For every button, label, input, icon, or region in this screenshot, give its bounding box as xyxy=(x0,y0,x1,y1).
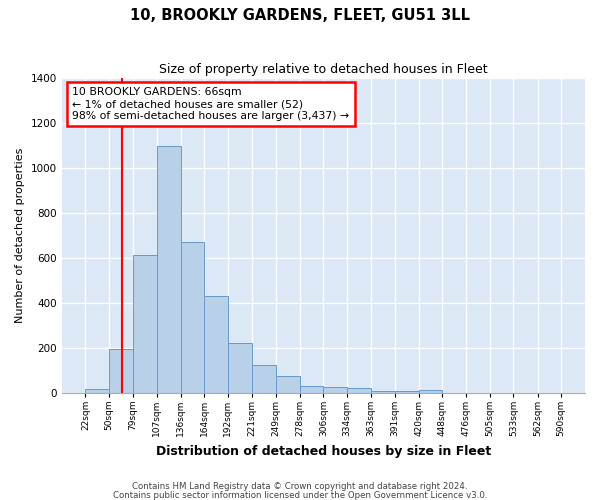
Bar xyxy=(275,376,300,393)
Bar xyxy=(371,390,395,393)
X-axis label: Distribution of detached houses by size in Fleet: Distribution of detached houses by size … xyxy=(156,444,491,458)
Text: Contains public sector information licensed under the Open Government Licence v3: Contains public sector information licen… xyxy=(113,490,487,500)
Bar xyxy=(395,391,419,393)
Bar xyxy=(109,349,133,393)
Bar xyxy=(252,364,275,393)
Text: 10 BROOKLY GARDENS: 66sqm
← 1% of detached houses are smaller (52)
98% of semi-d: 10 BROOKLY GARDENS: 66sqm ← 1% of detach… xyxy=(72,88,349,120)
Bar xyxy=(323,387,347,393)
Bar xyxy=(181,242,205,393)
Bar xyxy=(85,390,109,393)
Bar xyxy=(419,390,442,393)
Bar xyxy=(205,296,228,393)
Text: Contains HM Land Registry data © Crown copyright and database right 2024.: Contains HM Land Registry data © Crown c… xyxy=(132,482,468,491)
Bar xyxy=(300,386,323,393)
Bar xyxy=(228,344,252,393)
Title: Size of property relative to detached houses in Fleet: Size of property relative to detached ho… xyxy=(159,62,488,76)
Bar xyxy=(133,254,157,393)
Bar xyxy=(347,388,371,393)
Text: 10, BROOKLY GARDENS, FLEET, GU51 3LL: 10, BROOKLY GARDENS, FLEET, GU51 3LL xyxy=(130,8,470,22)
Bar xyxy=(157,146,181,393)
Y-axis label: Number of detached properties: Number of detached properties xyxy=(15,148,25,323)
